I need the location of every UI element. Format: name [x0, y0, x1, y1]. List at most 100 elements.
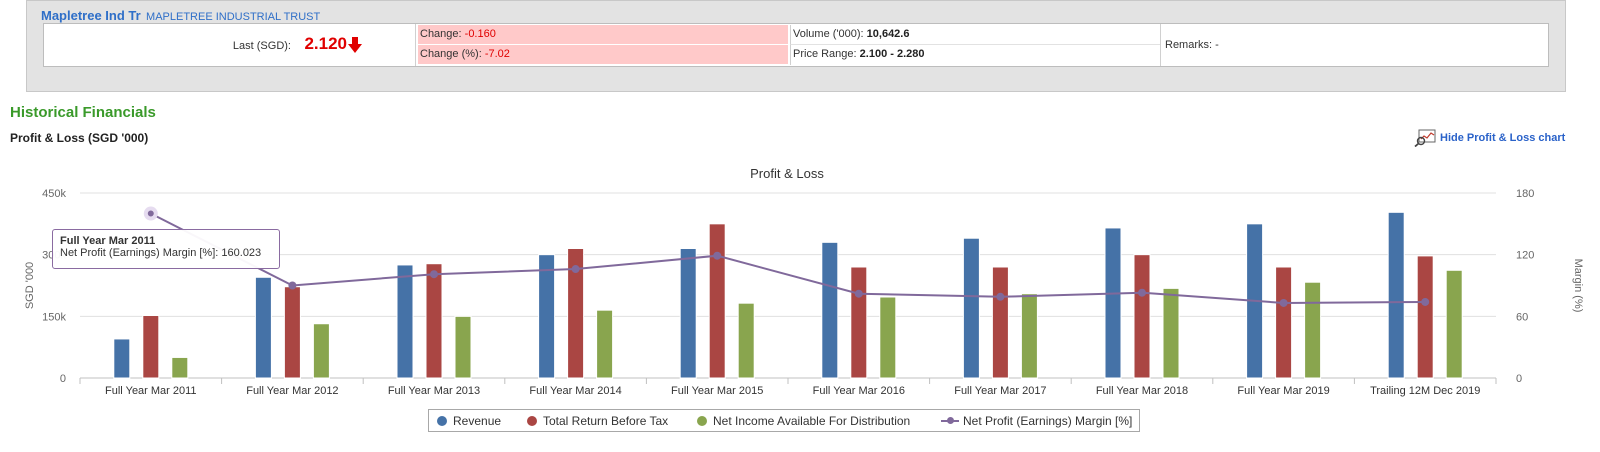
bar-total-return[interactable]	[1416, 255, 1434, 379]
legend-net-income-marker	[697, 416, 707, 426]
bar-total-return[interactable]	[142, 315, 160, 379]
legend-item-net-income[interactable]: Net Income Available For Distribution	[697, 414, 910, 428]
bar-total-return[interactable]	[991, 266, 1009, 379]
chart-title: Profit & Loss	[750, 166, 824, 181]
profit-loss-chart: Profit & Loss00150k60300k120450k180SGD '…	[24, 166, 1584, 397]
bar-revenue[interactable]	[538, 254, 556, 379]
bar-total-return[interactable]	[425, 263, 443, 379]
point-margin[interactable]	[571, 265, 580, 274]
bar-net-income[interactable]	[737, 302, 755, 379]
bar-revenue[interactable]	[396, 264, 414, 379]
volume-value: 10,642.6	[866, 28, 910, 40]
section-title: Historical Financials	[10, 104, 156, 121]
y-tick-right: 60	[1516, 311, 1528, 323]
x-tick-label: Full Year Mar 2017	[954, 385, 1046, 397]
legend-total-return-marker	[527, 416, 537, 426]
x-tick-label: Full Year Mar 2018	[1096, 385, 1188, 397]
chart-tooltip: Full Year Mar 2011 Net Profit (Earnings)…	[52, 229, 280, 269]
x-tick-label: Full Year Mar 2013	[388, 385, 480, 397]
stock-short-name[interactable]: Mapletree Ind Tr	[41, 8, 141, 23]
point-margin[interactable]	[996, 292, 1005, 301]
y-axis-title-right: Margin (%)	[1572, 259, 1584, 313]
bar-total-return[interactable]	[1275, 266, 1293, 379]
bar-revenue[interactable]	[254, 276, 272, 379]
legend-total-return-label: Total Return Before Tax	[543, 414, 669, 428]
bar-total-return[interactable]	[567, 248, 585, 379]
point-margin[interactable]	[1138, 288, 1146, 297]
down-arrow-icon	[348, 37, 362, 53]
price-range-label: Price Range:	[793, 48, 857, 60]
bar-net-income[interactable]	[1020, 293, 1038, 379]
x-tick-label: Trailing 12M Dec 2019	[1370, 385, 1480, 397]
bar-net-income[interactable]	[171, 356, 189, 379]
point-margin[interactable]	[1421, 297, 1430, 306]
price-range-value: 2.100 - 2.280	[859, 48, 925, 60]
change-value: -0.160	[464, 28, 496, 40]
bar-net-income[interactable]	[1445, 269, 1463, 379]
legend-revenue-label: Revenue	[453, 414, 502, 428]
bar-revenue[interactable]	[679, 248, 697, 379]
quote-title: Mapletree Ind Tr MAPLETREE INDUSTRIAL TR…	[41, 8, 320, 23]
legend-item-margin[interactable]: Net Profit (Earnings) Margin [%]	[941, 414, 1132, 428]
quote-panel: Mapletree Ind Tr MAPLETREE INDUSTRIAL TR…	[26, 0, 1566, 92]
bar-total-return[interactable]	[708, 223, 726, 379]
bar-net-income[interactable]	[312, 323, 330, 379]
volume-cell: Volume ('000): 10,642.6	[790, 25, 1160, 45]
x-tick-label: Full Year Mar 2015	[671, 385, 763, 397]
x-tick-label: Full Year Mar 2016	[813, 385, 905, 397]
hide-chart-link[interactable]: Hide Profit & Loss chart	[1440, 132, 1566, 144]
tooltip-category: Full Year Mar 2011	[60, 235, 156, 247]
x-tick-label: Full Year Mar 2012	[246, 385, 338, 397]
legend-item-revenue[interactable]: Revenue	[437, 414, 501, 428]
bar-net-income[interactable]	[454, 315, 472, 379]
bar-total-return[interactable]	[1133, 254, 1151, 379]
bar-revenue[interactable]	[962, 237, 980, 379]
y-tick-right: 120	[1516, 250, 1534, 262]
bar-revenue[interactable]	[113, 338, 131, 379]
y-tick-left: 450k	[42, 188, 66, 200]
bar-revenue[interactable]	[821, 241, 839, 379]
tooltip-series-value: 160.023	[221, 247, 262, 259]
x-tick-label: Full Year Mar 2014	[529, 385, 621, 397]
point-margin[interactable]	[854, 289, 863, 298]
quote-table: Last (SGD): 2.120 Change: -0.160 Change …	[43, 23, 1549, 67]
chart-zoom-icon[interactable]	[1414, 129, 1436, 147]
y-axis-title-left: SGD '000	[24, 262, 36, 309]
legend-item-total-return[interactable]: Total Return Before Tax	[527, 414, 668, 428]
legend-margin-marker	[941, 417, 959, 424]
bar-total-return[interactable]	[283, 286, 301, 379]
price-range-cell: Price Range: 2.100 - 2.280	[790, 45, 1160, 65]
change-pct-cell: Change (%): -7.02	[418, 45, 788, 64]
stock-full-name: MAPLETREE INDUSTRIAL TRUST	[146, 11, 321, 23]
last-price-value: 2.120	[304, 34, 347, 53]
remarks-value: -	[1215, 39, 1219, 51]
bar-revenue[interactable]	[1387, 211, 1405, 379]
line-margin	[150, 212, 1426, 304]
y-tick-left: 150k	[42, 311, 66, 323]
legend-revenue-marker	[437, 416, 447, 426]
point-margin[interactable]	[430, 270, 438, 279]
bar-revenue[interactable]	[1104, 227, 1122, 379]
tooltip-series-row: Net Profit (Earnings) Margin [%]: 160.02…	[60, 247, 272, 259]
point-margin[interactable]	[288, 281, 297, 290]
legend-margin-label: Net Profit (Earnings) Margin [%]	[963, 414, 1133, 428]
bar-total-return[interactable]	[850, 266, 868, 379]
bar-net-income[interactable]	[1162, 287, 1180, 379]
legend-net-income-label: Net Income Available For Distribution	[713, 414, 911, 428]
y-tick-right: 180	[1516, 188, 1534, 200]
point-margin[interactable]	[143, 206, 158, 221]
point-margin[interactable]	[713, 251, 722, 260]
point-margin[interactable]	[1279, 298, 1288, 307]
last-price-label: Last (SGD):	[232, 40, 291, 52]
volume-label: Volume ('000):	[793, 28, 864, 40]
y-tick-right: 0	[1516, 373, 1522, 385]
x-tick-label: Full Year Mar 2019	[1237, 385, 1329, 397]
y-tick-left: 0	[60, 373, 66, 385]
x-tick-label: Full Year Mar 2011	[105, 385, 197, 397]
bar-net-income[interactable]	[879, 296, 897, 379]
bar-net-income[interactable]	[1304, 281, 1322, 379]
change-pct-label: Change (%):	[420, 48, 482, 60]
bar-net-income[interactable]	[596, 309, 614, 379]
remarks-label: Remarks:	[1165, 39, 1213, 51]
change-pct-value: -7.02	[484, 48, 510, 60]
